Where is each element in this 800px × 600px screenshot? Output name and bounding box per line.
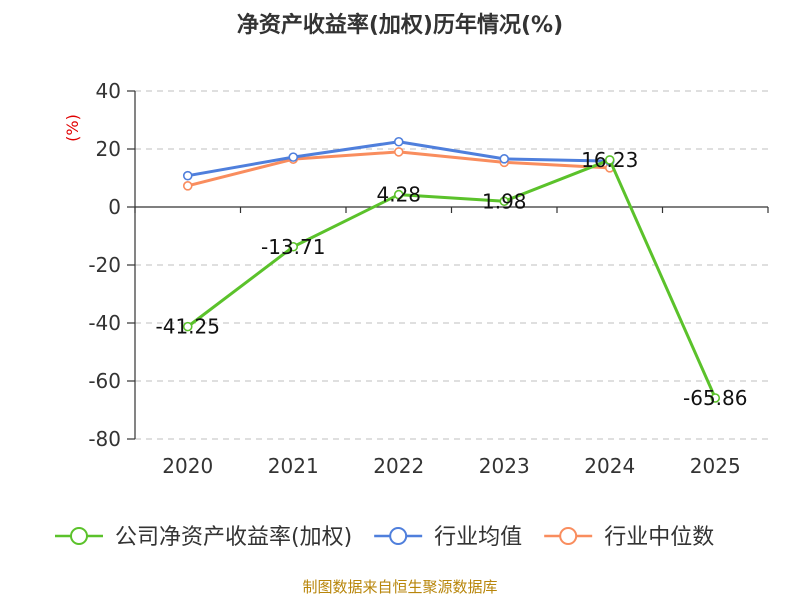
legend-label: 公司净资产收益率(加权) [115,525,352,550]
data-point [182,170,193,181]
data-label-layer: -41.25 -13.71 4.28 1.98 16.23 -65.86 [156,148,748,410]
y-tick-label: -80 [88,427,121,451]
legend-item: 行业均值 [374,525,522,550]
data-point [288,241,299,252]
grid-layer [135,90,768,440]
x-tick-label: 2025 [690,454,741,478]
data-label: 1.98 [482,189,527,213]
data-point [393,136,404,147]
data-point [288,152,299,162]
y-axis-unit-label: (%) [63,114,82,142]
x-tick-label: 2020 [162,454,213,478]
x-tick-label: 2024 [584,454,635,478]
data-label: 4.28 [376,183,421,207]
series-group [182,155,721,403]
x-tick-label: 2021 [268,454,319,478]
legend-marker [389,527,408,545]
data-label: -13.71 [261,235,325,259]
legend-item: 公司净资产收益率(加权) [55,525,352,550]
chart-title: 净资产收益率(加权)历年情况(%) [237,12,563,38]
y-tick-label: -20 [88,253,121,277]
y-tick-label: 20 [96,137,121,161]
data-point [710,393,721,403]
data-point [182,321,193,332]
data-point [393,147,404,157]
legend-item: 行业中位数 [544,525,714,550]
data-point [393,189,404,200]
data-point [182,181,193,191]
data-point [499,154,510,164]
y-tick-label: 0 [108,195,121,219]
series-line [187,150,610,188]
legend: 公司净资产收益率(加权) 行业均值 行业中位数 [55,525,714,550]
series-layer [182,136,721,403]
legend-marker [70,527,88,545]
data-label: -41.25 [156,315,220,339]
source-note: 制图数据来自恒生聚源数据库 [302,578,497,596]
series-group [182,147,615,191]
x-tick-label: 2023 [479,454,530,478]
axis-layer: 40 20 0 -20 -40 -60 -80 2020 2021 2022 2023 2024 202… [88,79,769,478]
series-group [182,136,615,181]
y-tick-label: -40 [88,311,121,335]
data-label: -65.86 [683,386,747,410]
data-label: 16.23 [581,148,638,172]
data-point [499,196,510,207]
data-point [604,155,615,165]
x-tick-label: 2022 [373,454,424,478]
y-tick-label: 40 [96,79,121,103]
legend-label: 行业均值 [434,525,522,550]
y-tick-label: -60 [88,369,121,393]
legend-label: 行业中位数 [604,525,714,550]
series-line [186,158,717,399]
legend-marker [559,527,578,545]
